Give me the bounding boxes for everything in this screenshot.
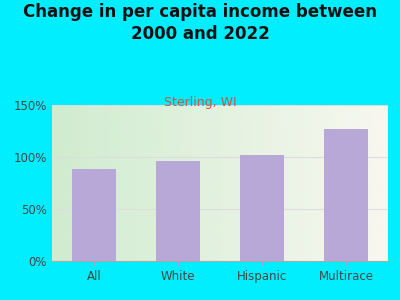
Bar: [72, 169, 116, 261]
Text: Sterling, WI: Sterling, WI: [164, 96, 236, 109]
Bar: [240, 155, 284, 261]
Bar: [156, 161, 200, 261]
Bar: [324, 129, 368, 261]
Text: Change in per capita income between
2000 and 2022: Change in per capita income between 2000…: [23, 3, 377, 43]
